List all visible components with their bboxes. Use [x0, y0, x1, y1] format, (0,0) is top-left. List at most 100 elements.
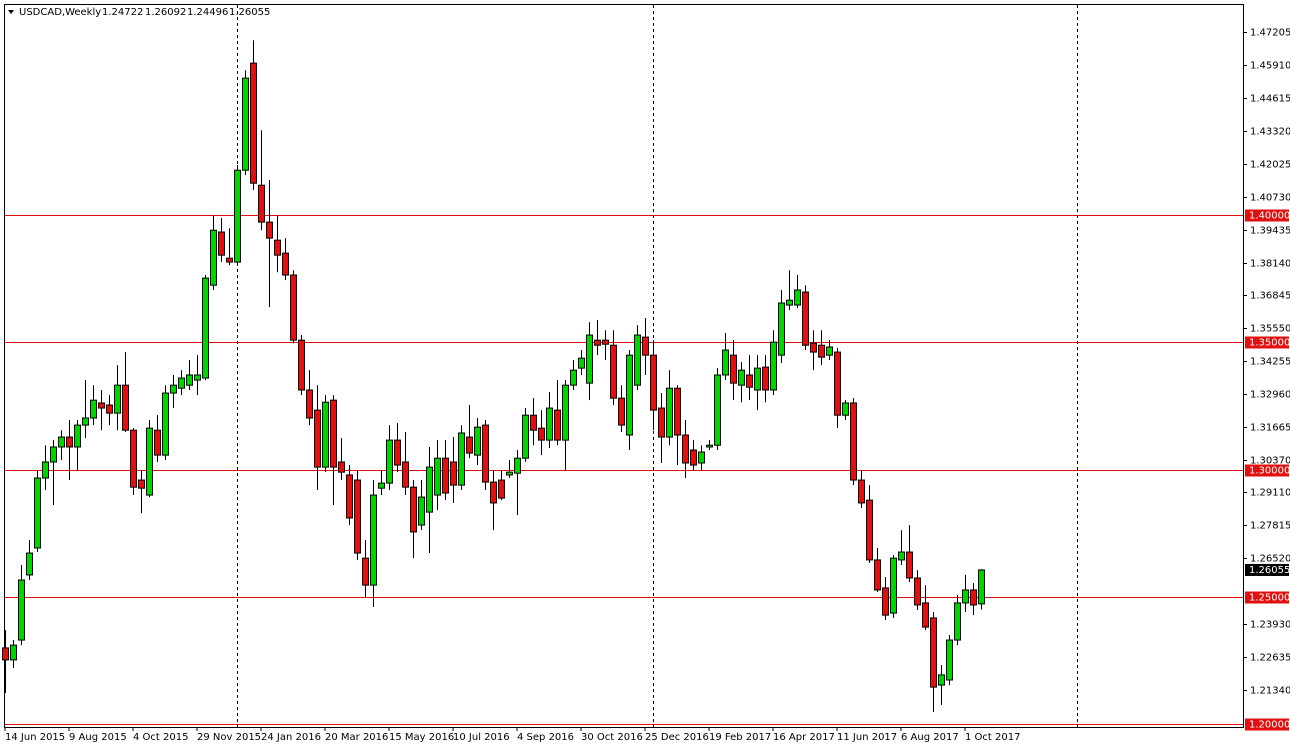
candle-body [882, 587, 889, 616]
level-label: 1.30000 [1249, 466, 1290, 477]
candle-body [330, 399, 337, 468]
x-tick-label: 9 Aug 2015 [69, 732, 127, 743]
y-tick-label: 1.43320 [1250, 127, 1290, 138]
candle-body [66, 436, 73, 448]
candle-body [498, 479, 505, 499]
candle-body [346, 474, 353, 519]
x-tick-label: 4 Oct 2015 [133, 732, 188, 743]
candle-body [970, 589, 977, 606]
level-label: 1.40000 [1249, 211, 1290, 222]
candle-body [130, 429, 137, 488]
candle-body [266, 221, 273, 239]
candle-body [770, 341, 777, 391]
candle-body [978, 569, 985, 605]
candle-body [210, 229, 217, 286]
candle-body [314, 409, 321, 468]
candle-body [578, 357, 585, 369]
candle-body [946, 639, 953, 681]
x-tick-label: 16 Apr 2017 [773, 732, 835, 743]
candle-body [298, 339, 305, 391]
candle-body [34, 477, 41, 549]
candle-body [450, 461, 457, 486]
candle-body [50, 446, 57, 463]
x-tick-label: 1 Oct 2017 [965, 732, 1020, 743]
x-tick-label: 24 Jan 2016 [261, 732, 321, 743]
y-tick-label: 1.27815 [1250, 521, 1290, 532]
candle-body [626, 354, 633, 436]
x-tick-label: 15 May 2016 [389, 732, 454, 743]
y-tick-label: 1.47205 [1250, 28, 1290, 39]
y-tick-label: 1.36845 [1250, 291, 1290, 302]
candle-body [282, 252, 289, 276]
candle-body [738, 369, 745, 386]
candle-body [74, 424, 81, 448]
last-close: 1.26055 [229, 7, 270, 18]
candle-body [234, 169, 241, 263]
y-tick-label: 1.29110 [1250, 488, 1290, 499]
last-open: 1.24722 [102, 7, 143, 18]
level-box [1245, 591, 1289, 604]
x-tick-label: 25 Dec 2016 [645, 732, 709, 743]
candle-body [714, 374, 721, 446]
candle-body [58, 436, 65, 448]
candle-body [218, 231, 225, 256]
x-tick-label: 6 Aug 2017 [901, 732, 959, 743]
candle-body [514, 457, 521, 474]
x-tick-label: 19 Feb 2017 [709, 732, 771, 743]
candle-body [634, 334, 641, 386]
y-tick-label: 1.22635 [1250, 653, 1290, 664]
y-tick-label: 1.35550 [1250, 324, 1290, 335]
candle-body [810, 342, 817, 353]
candle-body [818, 344, 825, 358]
candle-body [402, 461, 409, 488]
candle-body [154, 429, 161, 456]
candle-body [594, 339, 601, 346]
candle-body [26, 552, 33, 576]
candle-body [674, 387, 681, 436]
last-high: 1.26092 [145, 7, 186, 18]
candle-body [690, 449, 697, 466]
candle-body [378, 482, 385, 489]
candle-body [90, 399, 97, 419]
candle-body [42, 461, 49, 479]
candle-body [82, 417, 89, 426]
candle-body [226, 257, 233, 263]
candle-body [618, 397, 625, 426]
candle-body [98, 402, 105, 409]
candle-body [274, 239, 281, 256]
candle-body [890, 557, 897, 614]
candle-body [162, 392, 169, 456]
level-box [1245, 718, 1289, 731]
candle-body [706, 444, 713, 448]
x-tick-label: 4 Sep 2016 [517, 732, 574, 743]
candle-body [658, 407, 665, 438]
candle-body [506, 471, 513, 476]
candle-body [826, 346, 833, 356]
candle-body [906, 551, 913, 579]
candle-body [850, 402, 857, 481]
candle-body [938, 674, 945, 686]
candle-body [762, 366, 769, 391]
candle-body [682, 434, 689, 464]
candle-body [538, 427, 545, 441]
candle-body [842, 402, 849, 416]
candle-body [730, 354, 737, 384]
candle-body [802, 291, 809, 346]
candle-body [794, 289, 801, 306]
y-tick-label: 1.34255 [1250, 357, 1290, 368]
y-tick-label: 1.38140 [1250, 259, 1290, 270]
candle-body [554, 409, 561, 441]
candle-body [858, 479, 865, 504]
candle-body [394, 439, 401, 466]
menu-arrow[interactable] [8, 10, 14, 14]
level-label: 1.25000 [1249, 593, 1290, 604]
candle-body [250, 62, 257, 184]
x-tick-label: 20 Mar 2016 [325, 732, 388, 743]
y-tick-label: 1.44615 [1250, 94, 1290, 105]
candle-body [610, 344, 617, 399]
candle-body [754, 367, 761, 391]
candle-body [466, 436, 473, 454]
candle-body [642, 336, 649, 356]
candle-body [370, 494, 377, 586]
